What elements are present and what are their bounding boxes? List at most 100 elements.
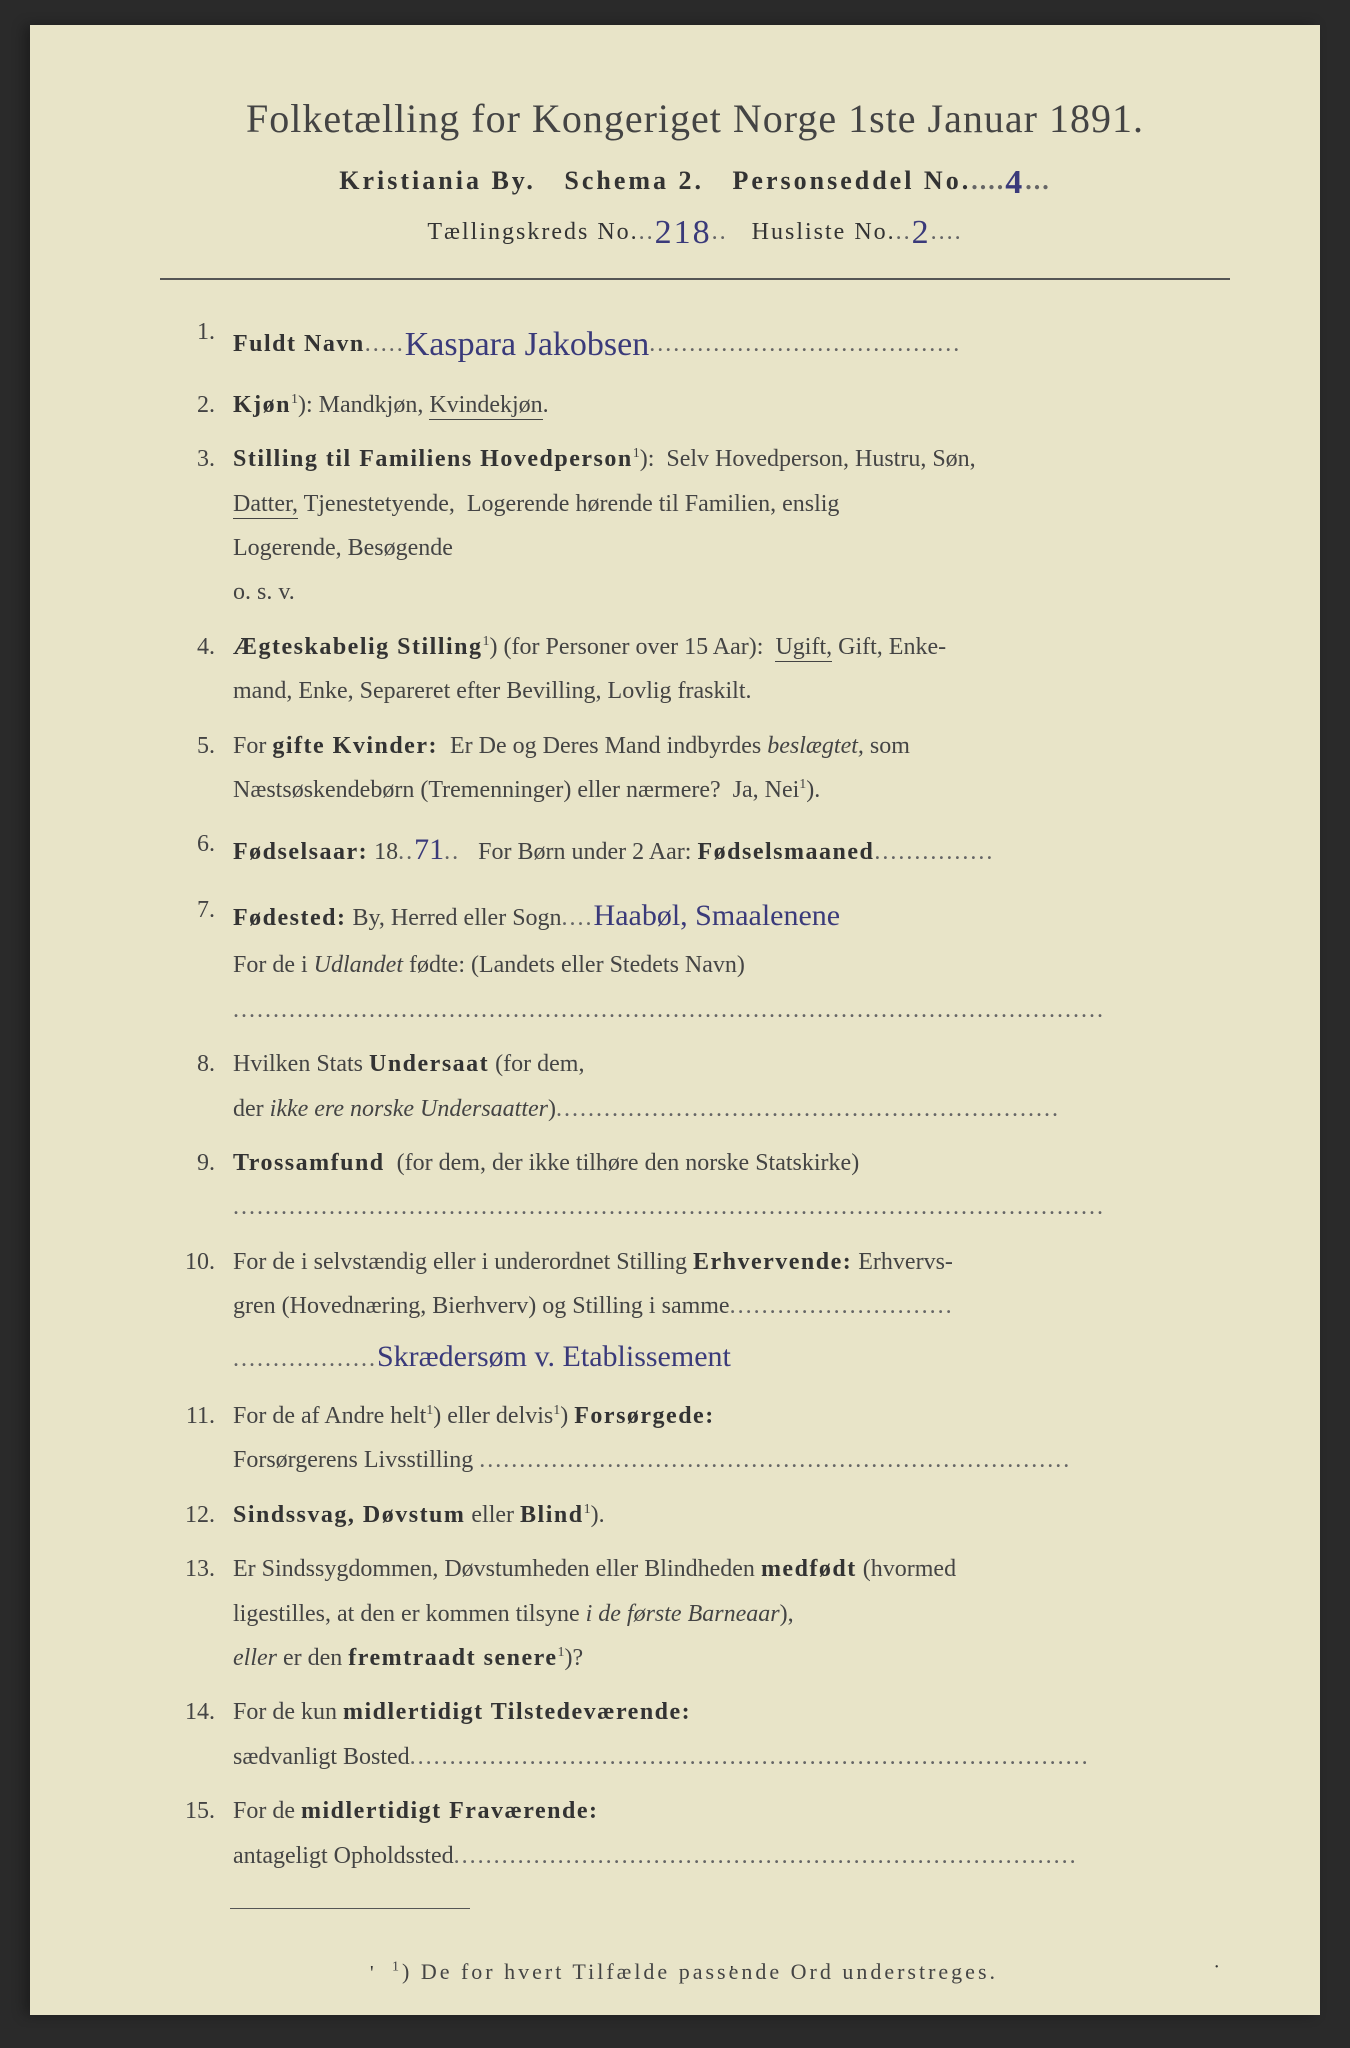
italic2: eller <box>233 1645 277 1671</box>
item-body: Fødselsaar: 18..71.. For Børn under 2 Aa… <box>233 822 1230 878</box>
underlined-option: Kvindekjøn <box>429 392 542 420</box>
item-body: Trossamfund (for dem, der ikke tilhøre d… <box>233 1141 1230 1230</box>
prefix: For <box>233 733 266 759</box>
item-number: 13. <box>160 1547 233 1680</box>
year-value: 71 <box>414 833 444 866</box>
footnote: 1) De for hvert Tilfælde passende Ord un… <box>160 1959 1230 1985</box>
tick-mark: · <box>1213 1956 1220 1979</box>
husliste-no: 2 <box>912 214 931 251</box>
label2: Blind <box>520 1502 584 1528</box>
field-label: midlertidigt Tilstedeværende: <box>343 1699 691 1725</box>
field-label: Stilling til Familiens Hovedperson <box>233 446 633 472</box>
field-label: midlertidigt Fraværende: <box>301 1798 599 1824</box>
item-number: 7. <box>160 888 233 1032</box>
text2: For Børn under 2 Aar: <box>478 839 691 865</box>
item-body: Stilling til Familiens Hovedperson1): Se… <box>233 437 1230 615</box>
line2: For de i <box>233 952 308 978</box>
tick-mark: ' <box>730 1962 734 1985</box>
underlined-option: Ugift, <box>775 634 832 662</box>
italic: Udlandet <box>314 952 403 978</box>
text: eller <box>471 1502 514 1528</box>
item-number: 14. <box>160 1690 233 1779</box>
item-body: Kjøn1): Mandkjøn, Kvindekjøn. <box>233 383 1230 427</box>
item-body: Hvilken Stats Undersaat (for dem, der ik… <box>233 1042 1230 1131</box>
item-number: 6. <box>160 822 233 878</box>
tick-mark: ' <box>370 1962 374 1985</box>
subtitle-line: Kristiania By. Schema 2. Personseddel No… <box>160 160 1230 198</box>
text2: (for dem, <box>495 1051 584 1077</box>
divider <box>160 278 1230 280</box>
field-label: gifte Kvinder: <box>272 733 438 759</box>
paren-text: (for Personer over 15 Aar): <box>504 634 764 660</box>
field-label: Trossamfund <box>233 1150 385 1176</box>
field-label: Sindssvag, Døvstum <box>233 1502 465 1528</box>
taellingskreds-label: Tællingskreds No. <box>427 219 638 245</box>
item-number: 11. <box>160 1394 233 1483</box>
year-prefix: 18 <box>374 839 398 865</box>
field-label: Fødselsaar: <box>233 839 368 865</box>
item-body: For de i selvstændig eller i underordnet… <box>233 1240 1230 1384</box>
census-form-page: Folketælling for Kongeriget Norge 1ste J… <box>30 25 1320 2015</box>
field-label: Kjøn <box>233 392 291 418</box>
item-number: 9. <box>160 1141 233 1230</box>
item-number: 15. <box>160 1789 233 1878</box>
italic: i de første Barneaar <box>586 1601 780 1627</box>
text2: eller delvis <box>447 1403 553 1429</box>
line2: der <box>233 1096 264 1122</box>
personseddel-no: 4 <box>1005 164 1025 201</box>
label2: fremtraadt senere <box>348 1645 557 1671</box>
item-15: 15. For de midlertidigt Fraværende: anta… <box>160 1789 1230 1878</box>
taellingskreds-no: 218 <box>655 214 712 251</box>
item-11: 11. For de af Andre helt1) eller delvis1… <box>160 1394 1230 1483</box>
item-number: 1. <box>160 310 233 373</box>
text: Er Sindssygdommen, Døvstumheden eller Bl… <box>233 1556 755 1582</box>
item-body: For gifte Kvinder: Er De og Deres Mand i… <box>233 724 1230 813</box>
text: For de i selvstændig eller i underordnet… <box>233 1249 687 1275</box>
item-1: 1. Fuldt Navn.....Kaspara Jakobsen......… <box>160 310 1230 373</box>
line2: sædvanligt Bosted <box>233 1744 410 1770</box>
label2: Fødselsmaaned <box>697 839 874 865</box>
item-13: 13. Er Sindssygdommen, Døvstumheden elle… <box>160 1547 1230 1680</box>
text: Er De og Deres Mand indbyrdes <box>450 733 761 759</box>
occupation-value: Skrædersøm v. Etablissement <box>377 1340 731 1373</box>
text: For de af Andre helt <box>233 1403 426 1429</box>
item-14: 14. For de kun midlertidigt Tilstedevære… <box>160 1690 1230 1779</box>
item-body: For de kun midlertidigt Tilstedeværende:… <box>233 1690 1230 1779</box>
item-number: 12. <box>160 1493 233 1537</box>
field-label: Ægteskabelig Stilling <box>233 634 483 660</box>
italic: beslægtet, <box>767 733 864 759</box>
item-body: Sindssvag, Døvstum eller Blind1). <box>233 1493 1230 1537</box>
subtitle2-line: Tællingskreds No...218.. Husliste No...2… <box>160 210 1230 248</box>
text: By, Herred eller Sogn <box>352 905 561 931</box>
field-label: Fødested: <box>233 905 346 931</box>
item-3: 3. Stilling til Familiens Hovedperson1):… <box>160 437 1230 615</box>
item-6: 6. Fødselsaar: 18..71.. For Børn under 2… <box>160 822 1230 878</box>
city-label: Kristiania By. <box>339 166 536 195</box>
text: Hvilken Stats <box>233 1051 363 1077</box>
name-value: Kaspara Jakobsen <box>405 326 650 363</box>
item-number: 5. <box>160 724 233 813</box>
item-number: 8. <box>160 1042 233 1131</box>
line2b: fødte: (Landets eller Stedets Navn) <box>409 952 745 978</box>
text4: er den <box>283 1645 342 1671</box>
underlined-option: Datter, <box>233 491 298 519</box>
birthplace-value: Haabøl, Smaalenene <box>594 899 841 932</box>
field-label: Erhvervende: <box>693 1249 852 1275</box>
item-number: 4. <box>160 625 233 714</box>
etc: o. s. v. <box>233 579 295 605</box>
item-number: 2. <box>160 383 233 427</box>
item-body: For de midlertidigt Fraværende: antageli… <box>233 1789 1230 1878</box>
line2: Forsørgerens Livsstilling <box>233 1447 473 1473</box>
item-2: 2. Kjøn1): Mandkjøn, Kvindekjøn. <box>160 383 1230 427</box>
item-5: 5. For gifte Kvinder: Er De og Deres Man… <box>160 724 1230 813</box>
item-number: 10. <box>160 1240 233 1384</box>
husliste-label: Husliste No. <box>752 219 896 245</box>
item-body: Er Sindssygdommen, Døvstumheden eller Bl… <box>233 1547 1230 1680</box>
item-body: Fødested: By, Herred eller Sogn....Haabø… <box>233 888 1230 1032</box>
item-7: 7. Fødested: By, Herred eller Sogn....Ha… <box>160 888 1230 1032</box>
item-4: 4. Ægteskabelig Stilling1) (for Personer… <box>160 625 1230 714</box>
item-9: 9. Trossamfund (for dem, der ikke tilhør… <box>160 1141 1230 1230</box>
item-10: 10. For de i selvstændig eller i underor… <box>160 1240 1230 1384</box>
item-body: Fuldt Navn.....Kaspara Jakobsen.........… <box>233 310 1230 373</box>
line2: antageligt Opholdssted <box>233 1843 454 1869</box>
